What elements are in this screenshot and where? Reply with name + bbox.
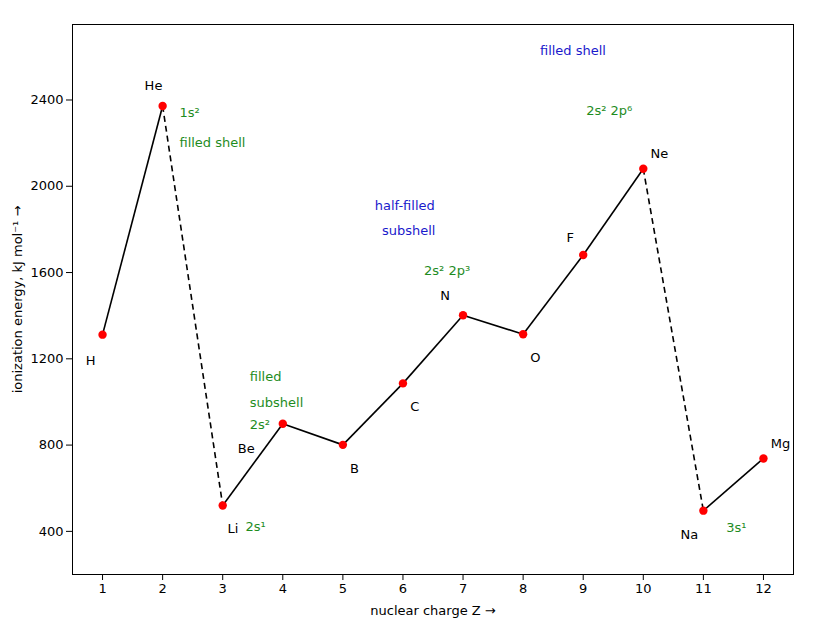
svg-text:half-filled: half-filled — [375, 198, 435, 213]
svg-text:ionization energy, kJ mol⁻¹ →: ionization energy, kJ mol⁻¹ → — [10, 206, 25, 394]
svg-text:C: C — [410, 399, 419, 414]
svg-text:4: 4 — [279, 581, 287, 596]
svg-text:Na: Na — [681, 527, 699, 542]
svg-text:filled: filled — [250, 369, 282, 384]
svg-text:2s² 2p⁶: 2s² 2p⁶ — [586, 103, 632, 118]
svg-text:3: 3 — [219, 581, 227, 596]
svg-text:nuclear charge Z →: nuclear charge Z → — [370, 603, 496, 618]
svg-text:2s²: 2s² — [250, 417, 270, 432]
svg-text:N: N — [440, 288, 450, 303]
svg-text:3s¹: 3s¹ — [726, 520, 746, 535]
svg-text:6: 6 — [399, 581, 407, 596]
svg-text:subshell: subshell — [250, 395, 304, 410]
svg-text:9: 9 — [579, 581, 587, 596]
svg-text:10: 10 — [635, 581, 652, 596]
svg-text:5: 5 — [339, 581, 347, 596]
svg-text:filled shell: filled shell — [540, 43, 606, 58]
svg-text:Be: Be — [238, 441, 255, 456]
svg-text:He: He — [145, 78, 163, 93]
svg-text:Mg: Mg — [771, 436, 790, 451]
svg-text:2400: 2400 — [30, 92, 63, 107]
svg-text:800: 800 — [39, 437, 64, 452]
svg-text:2000: 2000 — [30, 178, 63, 193]
svg-text:2: 2 — [158, 581, 166, 596]
svg-text:H: H — [86, 353, 96, 368]
svg-text:filled shell: filled shell — [179, 135, 245, 150]
svg-text:8: 8 — [519, 581, 527, 596]
svg-text:1600: 1600 — [30, 265, 63, 280]
svg-text:2s² 2p³: 2s² 2p³ — [424, 263, 470, 278]
svg-text:1200: 1200 — [30, 351, 63, 366]
svg-text:1: 1 — [98, 581, 106, 596]
svg-text:400: 400 — [39, 524, 64, 539]
svg-text:Ne: Ne — [651, 146, 669, 161]
svg-text:1s²: 1s² — [179, 105, 199, 120]
svg-text:F: F — [566, 230, 573, 245]
svg-text:B: B — [350, 461, 359, 476]
svg-text:2s¹: 2s¹ — [246, 519, 266, 534]
svg-text:11: 11 — [695, 581, 712, 596]
svg-text:O: O — [530, 350, 540, 365]
svg-text:Li: Li — [228, 521, 239, 536]
svg-text:12: 12 — [755, 581, 772, 596]
svg-text:subshell: subshell — [382, 223, 436, 238]
svg-text:7: 7 — [459, 581, 467, 596]
